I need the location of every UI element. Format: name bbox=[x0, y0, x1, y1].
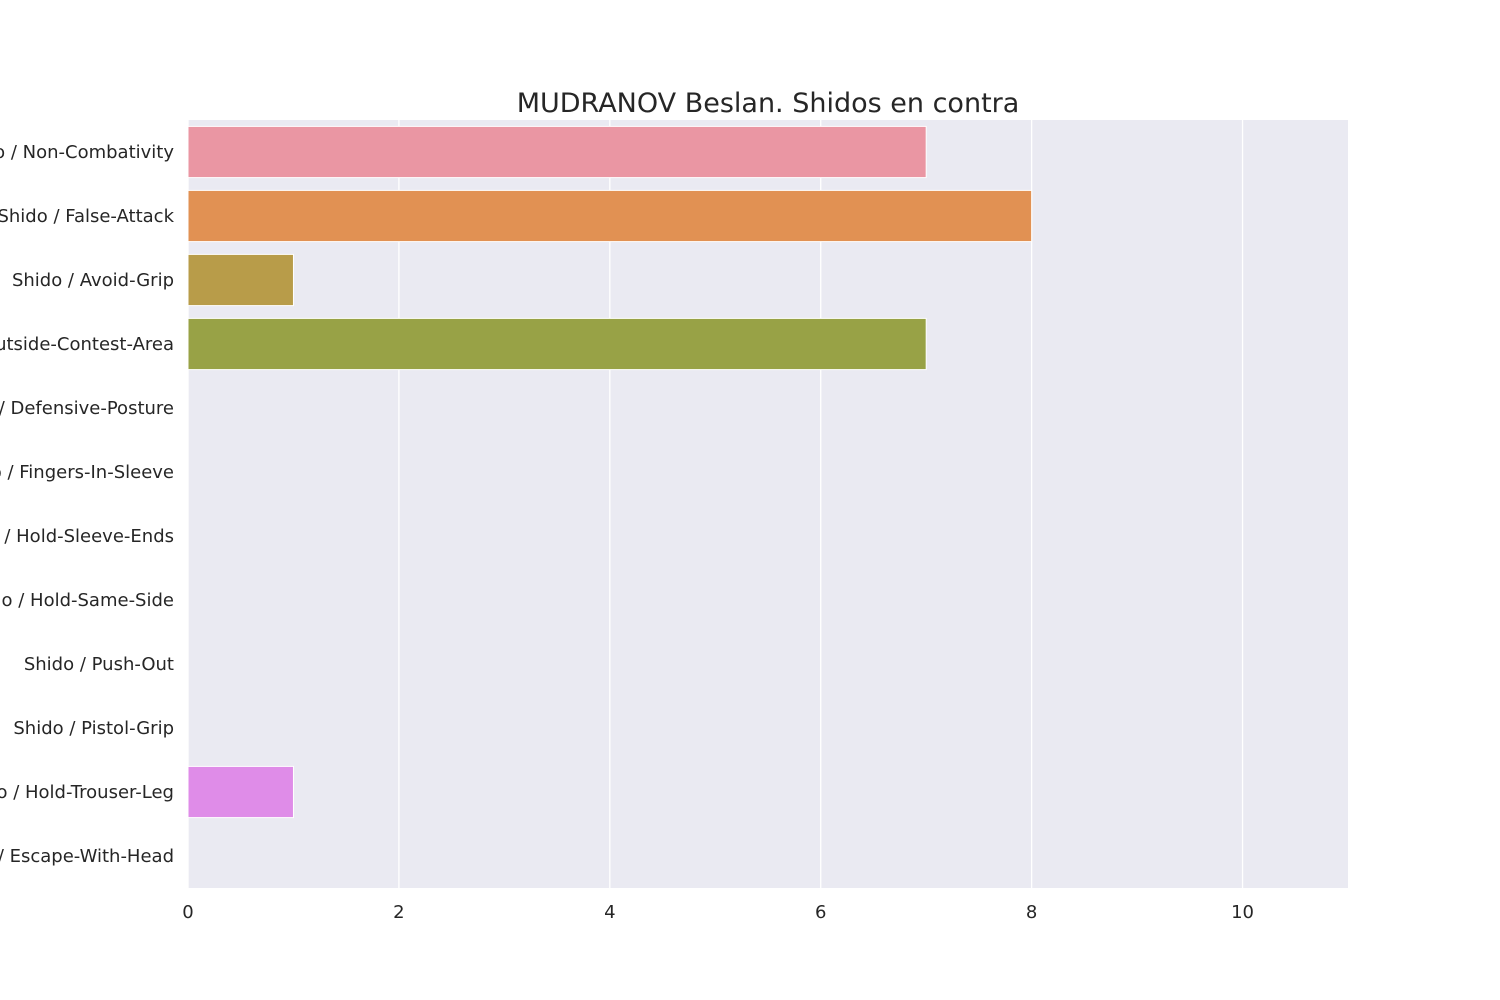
x-tick-label: 8 bbox=[1026, 902, 1037, 923]
y-tick-label: Shido / Avoid-Grip bbox=[12, 270, 174, 291]
y-tick-label: Shido / Defensive-Posture bbox=[0, 398, 174, 419]
bar bbox=[187, 253, 294, 307]
plot-area bbox=[188, 120, 1348, 888]
x-tick-label: 4 bbox=[604, 902, 615, 923]
y-tick-label: Shido / False-Attack bbox=[0, 206, 175, 227]
bar bbox=[187, 765, 294, 819]
bar bbox=[187, 317, 927, 371]
x-tick-label: 6 bbox=[815, 902, 826, 923]
x-tick-label: 2 bbox=[393, 902, 404, 923]
y-tick-label: Shido / Fingers-In-Sleeve bbox=[0, 462, 174, 483]
x-tick-label: 10 bbox=[1231, 902, 1254, 923]
y-tick-label: Shido / Outside-Contest-Area bbox=[0, 334, 174, 355]
chart-title: MUDRANOV Beslan. Shidos en contra bbox=[517, 88, 1020, 119]
y-tick-label: Shido / Push-Out bbox=[24, 654, 174, 675]
gridlines bbox=[187, 120, 1244, 888]
y-tick-label: Shido / Non-Combativity bbox=[0, 142, 174, 163]
y-tick-label: Shido / Hold-Trouser-Leg bbox=[0, 782, 174, 803]
bar bbox=[187, 125, 927, 179]
bars bbox=[187, 125, 1033, 819]
y-tick-label: Shido / Pistol-Grip bbox=[13, 718, 174, 739]
x-tick-labels: 0 2 4 6 8 10 bbox=[182, 902, 1254, 923]
bar bbox=[187, 189, 1033, 243]
y-tick-label: Shido / Hold-Sleeve-Ends bbox=[0, 526, 174, 547]
y-tick-label: Shido / Hold-Same-Side bbox=[0, 590, 174, 611]
x-tick-label: 0 bbox=[182, 902, 193, 923]
y-tick-labels: Shido / Non-Combativity Shido / False-Att… bbox=[0, 142, 175, 867]
y-tick-label: Shido / Escape-With-Head bbox=[0, 846, 174, 867]
